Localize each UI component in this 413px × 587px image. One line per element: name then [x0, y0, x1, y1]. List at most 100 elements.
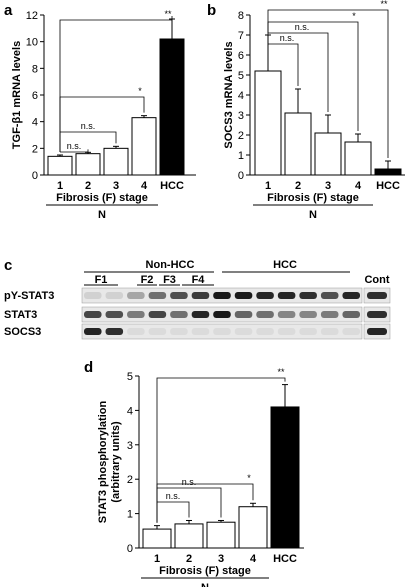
- blot-band: [342, 311, 360, 318]
- blot-band: [234, 292, 253, 299]
- panel-a-y-tick-label: 0: [32, 170, 38, 182]
- blot-band: [299, 311, 317, 318]
- blot-row-label: SOCS3: [4, 326, 41, 338]
- panel-d-y-axis-label-2: (arbitrary units): [110, 421, 122, 503]
- blot-band: [105, 328, 124, 335]
- panel-a-y-tick-label: 6: [32, 90, 38, 102]
- panel-a-y-tick-label: 10: [26, 37, 38, 49]
- blot-band: [127, 292, 145, 299]
- blot-band: [320, 328, 339, 335]
- blot-band: [191, 311, 210, 318]
- blot-band: [148, 328, 167, 335]
- panel-a-bar: [103, 147, 129, 176]
- panel-a-n-label: N: [98, 209, 106, 221]
- blot-band: [170, 292, 188, 299]
- panel-label-c: c: [4, 257, 12, 274]
- panel-d-y-tick-label: 5: [127, 371, 133, 383]
- panel-a-y-tick-label: 12: [26, 10, 38, 22]
- blot-band: [191, 292, 210, 299]
- blot-band: [299, 292, 317, 299]
- panel-d-bar: [238, 506, 268, 549]
- panel-label-a: a: [4, 2, 13, 19]
- stage-label: F4: [192, 274, 206, 286]
- panel-b-y-tick-label: 2: [238, 130, 244, 142]
- blot-band: [148, 311, 167, 318]
- panel-b-bar: [344, 141, 372, 176]
- blot-band: [213, 292, 231, 299]
- blot-band: [320, 292, 339, 299]
- blot-band: [84, 292, 102, 299]
- panel-b-x-tick-label: 3: [325, 180, 331, 192]
- blot-band: [84, 328, 102, 335]
- panel-b-y-tick-label: 7: [238, 30, 244, 42]
- panel-d-bar: [142, 528, 172, 549]
- panel-a-bar: [131, 117, 157, 176]
- panel-b-x-tick-label: 2: [295, 180, 301, 192]
- panel-d-y-tick-label: 2: [127, 474, 133, 486]
- panel-b-significance-label: n.s.: [295, 22, 310, 32]
- panel-b-n-label: N: [309, 209, 317, 221]
- blot-band: [367, 328, 387, 335]
- panel-b-y-tick-label: 4: [238, 90, 244, 102]
- panel-b-bar: [314, 132, 342, 176]
- panel-a-significance-bracket: [60, 149, 89, 153]
- panel-d-x-tick-label: 3: [218, 553, 224, 565]
- panel-b-significance-bracket: [267, 9, 389, 158]
- blot-band: [234, 311, 253, 318]
- panel-d-y-tick-label: 3: [127, 440, 133, 452]
- panel-d-y-axis-label: STAT3 phosphorylation: [97, 401, 109, 524]
- panel-b-y-tick-label: 0: [238, 170, 244, 182]
- panel-d-x-tick-label: 4: [250, 553, 257, 565]
- panel-a-significance-bracket: [59, 16, 173, 152]
- group-label-hcc: HCC: [273, 259, 297, 271]
- panel-a-x-tick-label: 1: [57, 180, 63, 192]
- blot-band: [234, 328, 253, 335]
- blot-band: [256, 328, 274, 335]
- blot-band: [213, 328, 231, 335]
- panel-a-y-tick-label: 2: [32, 143, 38, 155]
- panel-d-significance-label: n.s.: [182, 477, 197, 487]
- blot-band: [342, 328, 360, 335]
- blot-band: [127, 311, 145, 318]
- panel-b-bar: [284, 112, 312, 176]
- panel-b-x-tick-label: HCC: [376, 180, 400, 192]
- blot-band: [191, 328, 210, 335]
- blot-band: [320, 311, 339, 318]
- stage-label: F3: [163, 274, 176, 286]
- panel-label-b: b: [207, 2, 216, 19]
- blot-band: [105, 292, 124, 299]
- panel-a-bar: [47, 155, 73, 176]
- blot-band: [277, 311, 296, 318]
- group-label-non-hcc: Non-HCC: [146, 259, 195, 271]
- panel-b-y-tick-label: 5: [238, 70, 244, 82]
- panel-b-y-tick-label: 1: [238, 150, 244, 162]
- panel-d-x-tick-label: 2: [186, 553, 192, 565]
- chart-panel-d: 0 1 2 3 4 5 STAT3 phosphorylation (arbitrary un…: [97, 367, 304, 587]
- panel-a-x-tick-label: 2: [85, 180, 91, 192]
- blot-band: [170, 328, 188, 335]
- panel-a-y-tick-label: 8: [32, 63, 38, 75]
- panel-d-x-tick-label: HCC: [273, 553, 297, 565]
- panel-b-significance-label: n.s.: [280, 33, 295, 43]
- panel-a-significance-label: *: [138, 86, 142, 96]
- panel-d-y-tick-label: 1: [127, 509, 133, 521]
- panel-a-bar: [75, 153, 101, 176]
- panel-a-group-label: Fibrosis (F) stage: [56, 192, 148, 204]
- panel-a-significance-label: **: [164, 9, 172, 19]
- stage-label: F1: [95, 274, 108, 286]
- panel-b-significance-bracket: [267, 32, 329, 112]
- blot-row-label: pY-STAT3: [4, 290, 54, 302]
- panel-d-significance-bracket: [156, 501, 190, 523]
- panel-b-significance-bracket: [267, 32, 299, 86]
- blot-band: [256, 311, 274, 318]
- panel-d-y-tick-label: 4: [127, 405, 133, 417]
- blot-band: [213, 311, 231, 318]
- panel-b-significance-label: **: [380, 0, 388, 9]
- panel-b-y-tick-label: 8: [238, 10, 244, 22]
- blot-band: [256, 292, 274, 299]
- blot-band: [277, 328, 296, 335]
- panel-a-significance-label: n.s.: [81, 121, 96, 131]
- blot-band: [170, 311, 188, 318]
